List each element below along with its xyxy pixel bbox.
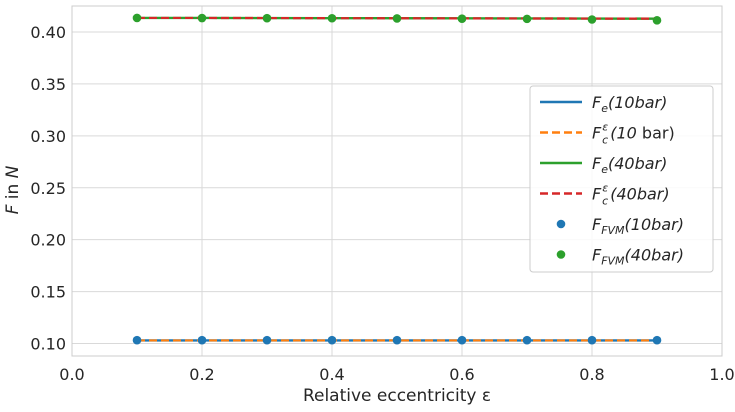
series-5-point bbox=[457, 14, 467, 23]
legend-entry-1: Fε c (10 bar) bbox=[540, 121, 675, 147]
legend-swatch-marker bbox=[556, 219, 566, 229]
legend-label-sub: e bbox=[601, 102, 608, 115]
legend-entry-5: FFVM(40bar) bbox=[556, 246, 684, 268]
series-5-point bbox=[587, 15, 597, 24]
y-tick-label: 0.40 bbox=[30, 23, 66, 42]
series-4-point bbox=[262, 335, 272, 345]
series-5-point bbox=[197, 13, 207, 23]
x-axis-label: Relative eccentricity ε bbox=[303, 386, 491, 406]
y-axis-label-unit: N bbox=[3, 165, 23, 178]
legend-label-sub: c bbox=[602, 134, 608, 147]
legend-label-sub: FVM bbox=[601, 224, 625, 237]
y-tick-label: 0.30 bbox=[30, 127, 66, 146]
x-tick-label: 0.6 bbox=[449, 365, 474, 384]
series-4-point bbox=[652, 335, 662, 345]
legend-label-sub: FVM bbox=[601, 255, 625, 268]
y-axis-label: F in N bbox=[3, 165, 23, 214]
legend-label-rest: (40 bbox=[625, 246, 652, 265]
legend-box bbox=[529, 85, 714, 273]
legend-label-rest: (10 bbox=[608, 93, 635, 112]
y-tick-label: 0.10 bbox=[30, 335, 66, 354]
legend-swatch-marker bbox=[556, 250, 566, 259]
x-tick-label: 0.4 bbox=[319, 365, 344, 384]
x-tick-label: 0.2 bbox=[189, 365, 214, 384]
series-line-3 bbox=[137, 16, 658, 20]
x-tick-label: 0.0 bbox=[59, 365, 84, 384]
legend-label-sub: e bbox=[601, 163, 608, 176]
legend-label-main: F bbox=[592, 246, 602, 265]
series-4-point bbox=[587, 335, 597, 345]
legend-entry-3: Fε c (40bar) bbox=[540, 182, 670, 208]
legend-label-main: F bbox=[592, 215, 602, 234]
legend-label-tail: bar) bbox=[637, 185, 670, 204]
legend-label-main: F bbox=[592, 185, 602, 204]
legend-label-tail: bar) bbox=[651, 215, 684, 234]
series-layer bbox=[132, 13, 662, 345]
series-5-point bbox=[262, 13, 272, 23]
series-5-point bbox=[522, 14, 532, 24]
y-axis-label-symbol: F bbox=[3, 204, 23, 214]
legend-label-sup: ε bbox=[602, 121, 608, 134]
x-tick-labels: 0.0 0.2 0.4 0.6 0.8 1.0 bbox=[59, 365, 734, 384]
series-4-point bbox=[392, 335, 402, 345]
y-tick-label: 0.15 bbox=[30, 283, 66, 302]
plot-frame bbox=[71, 5, 723, 357]
legend-label-main: F bbox=[592, 154, 602, 173]
series-5-point bbox=[652, 16, 662, 25]
series-5-point bbox=[132, 13, 142, 23]
legend-label: Fe(40bar) bbox=[592, 154, 667, 176]
legend-label-sub: c bbox=[602, 195, 608, 208]
series-4-point bbox=[132, 335, 142, 345]
series-5-point bbox=[392, 14, 402, 23]
legend-label-rest: (40 bbox=[608, 154, 635, 173]
legend-entry-2: Fe(40bar) bbox=[540, 154, 667, 176]
series-4-point bbox=[197, 335, 207, 345]
legend-label: FFVM(40bar) bbox=[592, 246, 684, 268]
series-4-point bbox=[522, 335, 532, 345]
legend-label-tail: bar) bbox=[635, 154, 668, 173]
y-tick-label: 0.25 bbox=[30, 179, 66, 198]
legend-label-tail: bar) bbox=[637, 124, 675, 143]
legend-label-main: F bbox=[592, 124, 602, 143]
legend-label-rest: (10 bbox=[625, 215, 652, 234]
legend-entry-4: FFVM(10bar) bbox=[556, 215, 684, 237]
legend-entry-0: Fe(10bar) bbox=[540, 93, 667, 115]
legend-label: Fε c (10 bar) bbox=[592, 121, 675, 147]
y-axis-label-in: in bbox=[3, 178, 23, 204]
legend-label: FFVM(10bar) bbox=[592, 215, 684, 237]
y-tick-label: 0.35 bbox=[30, 75, 66, 94]
legend-label-rest: (10 bbox=[610, 124, 637, 143]
x-tick-label: 0.8 bbox=[579, 365, 604, 384]
legend: Fe(10bar)Fε c (10 bar)Fe(40bar)Fε c (40bar)F… bbox=[529, 85, 714, 273]
legend-label-tail: bar) bbox=[651, 246, 684, 265]
legend-label: Fε c (40bar) bbox=[592, 182, 670, 208]
legend-label: Fe(10bar) bbox=[592, 93, 667, 115]
x-tick-label: 1.0 bbox=[709, 365, 734, 384]
y-tick-label: 0.20 bbox=[30, 231, 66, 250]
series-5-point bbox=[327, 13, 337, 23]
y-tick-labels: 0.10 0.15 0.20 0.25 0.30 0.35 0.40 bbox=[30, 23, 66, 354]
legend-label-rest: (40 bbox=[610, 185, 637, 204]
legend-label-tail: bar) bbox=[635, 93, 668, 112]
legend-label-main: F bbox=[592, 93, 602, 112]
legend-label-sup: ε bbox=[602, 182, 608, 195]
series-4-point bbox=[327, 335, 337, 345]
series-4-point bbox=[457, 335, 467, 345]
